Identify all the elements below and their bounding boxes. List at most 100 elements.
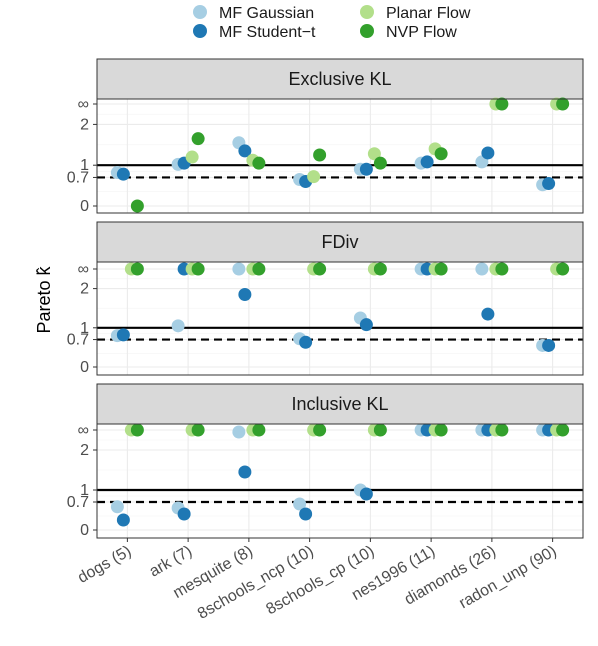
legend-label: NVP Flow	[386, 24, 457, 41]
data-point	[434, 423, 448, 437]
legend-key	[193, 5, 207, 19]
legend-key	[360, 5, 374, 19]
y-tick-label: 2	[80, 281, 89, 298]
x-axis: dogs (5) ark (7)mesquite (8)8schools_ncp …	[75, 538, 560, 623]
data-point	[252, 156, 266, 170]
legend-label: MF Gaussian	[219, 5, 314, 22]
legend-label: MF Student−t	[219, 24, 316, 41]
data-point	[232, 262, 246, 276]
data-point	[367, 147, 381, 161]
data-point	[177, 507, 191, 521]
data-point	[359, 318, 373, 332]
x-tick-label: ark (7)	[147, 543, 196, 581]
data-point	[313, 262, 327, 276]
data-point	[116, 513, 130, 527]
data-point	[556, 423, 570, 437]
y-tick-label: ∞	[78, 96, 89, 113]
data-point	[238, 465, 252, 479]
data-point	[252, 262, 266, 276]
y-tick-label: 0.7	[67, 169, 89, 186]
data-point	[495, 262, 509, 276]
facet-panel: FDiv 0 0.71 2 ∞	[67, 221, 584, 376]
data-point	[130, 199, 144, 213]
data-point	[481, 307, 495, 321]
facet-panel: Exclusive KL 0 0.71 2 ∞	[67, 58, 584, 215]
x-tick-label: 8schools_cp (10)	[263, 543, 377, 619]
data-point	[299, 507, 313, 521]
data-point	[307, 170, 321, 184]
y-tick-label: ∞	[78, 261, 89, 278]
y-tick-label: 2	[80, 116, 89, 133]
legend-item: Planar Flow	[360, 5, 471, 22]
data-point	[191, 423, 205, 437]
data-point	[420, 155, 434, 169]
data-point	[110, 500, 124, 514]
y-tick-label: 0	[80, 359, 89, 376]
facet-panel: Inclusive KL 0 0.71 2 ∞	[67, 383, 584, 539]
data-point	[359, 487, 373, 501]
data-point	[116, 167, 130, 181]
data-point	[252, 423, 266, 437]
facet-panels: Exclusive KL00.712∞FDiv00.712∞Inclusive …	[67, 58, 584, 539]
y-tick-label: 0.7	[67, 332, 89, 349]
data-point	[191, 262, 205, 276]
panel-border	[96, 261, 584, 376]
facet-strip	[96, 383, 584, 425]
y-tick-label: 2	[80, 442, 89, 459]
data-point	[373, 423, 387, 437]
data-point	[130, 262, 144, 276]
data-point	[191, 132, 205, 146]
legend: MF Gaussian Planar Flow MF Student−t NVP Fl…	[193, 5, 471, 41]
panel-border	[96, 98, 584, 214]
panel-background	[97, 424, 583, 538]
y-axis-title: Pareto k̂	[34, 265, 54, 333]
data-point	[359, 162, 373, 176]
data-point	[171, 319, 185, 333]
y-tick-label: 0.7	[67, 494, 89, 511]
data-point	[373, 156, 387, 170]
data-point	[373, 262, 387, 276]
data-point	[556, 262, 570, 276]
y-tick-label: 0	[80, 198, 89, 215]
y-tick-label: ∞	[78, 422, 89, 439]
legend-item: NVP Flow	[360, 24, 457, 41]
y-tick-label: 0	[80, 522, 89, 539]
data-point	[313, 148, 327, 162]
facet-strip	[96, 221, 584, 263]
data-point	[556, 97, 570, 111]
facet-title: FDiv	[322, 232, 359, 252]
legend-item: MF Student−t	[193, 24, 316, 41]
data-point	[185, 150, 199, 164]
data-point	[238, 287, 252, 301]
data-point	[434, 147, 448, 161]
panel-background	[97, 262, 583, 375]
legend-item: MF Gaussian	[193, 5, 314, 22]
legend-key	[193, 24, 207, 38]
facet-strip	[96, 58, 584, 100]
facet-title: Inclusive KL	[291, 394, 388, 414]
data-point	[495, 423, 509, 437]
data-point	[130, 423, 144, 437]
data-point	[434, 262, 448, 276]
facet-title: Exclusive KL	[288, 69, 391, 89]
panel-background	[97, 99, 583, 213]
x-tick-label: dogs (5)	[75, 543, 134, 587]
y-tick-label: 1	[80, 482, 89, 499]
data-point	[313, 423, 327, 437]
legend-key	[360, 24, 374, 38]
data-point	[542, 177, 556, 191]
y-tick-label: 1	[80, 157, 89, 174]
data-point	[475, 262, 489, 276]
y-tick-label: 1	[80, 320, 89, 337]
data-point	[481, 146, 495, 160]
data-point	[542, 338, 556, 352]
data-point	[238, 144, 252, 158]
data-point	[232, 425, 246, 439]
data-point	[495, 97, 509, 111]
panel-border	[96, 423, 584, 539]
data-point	[299, 335, 313, 349]
data-point	[116, 328, 130, 342]
data-point	[293, 497, 307, 511]
legend-label: Planar Flow	[386, 5, 471, 22]
